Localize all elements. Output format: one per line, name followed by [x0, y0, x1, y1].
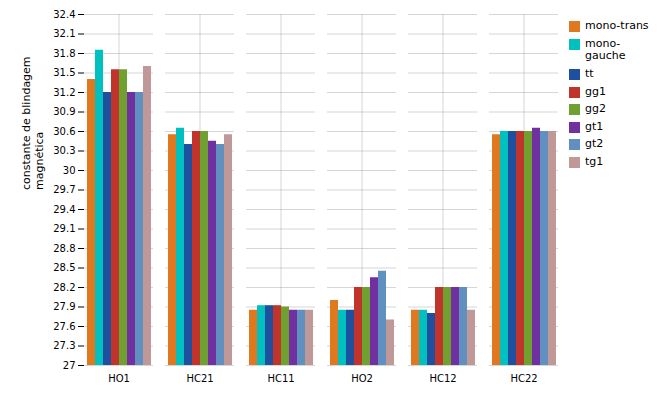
svg-text:30.3: 30.3	[53, 145, 75, 156]
svg-text:31.5: 31.5	[53, 67, 75, 78]
html-text:tt: tt	[585, 66, 594, 80]
svg-text:HO1: HO1	[108, 373, 130, 384]
svg-text:28.5: 28.5	[53, 262, 75, 273]
svg-text:29.7: 29.7	[53, 184, 75, 195]
svg-text:30.9: 30.9	[53, 106, 75, 117]
svg-text:31.8: 31.8	[53, 48, 75, 59]
svg-text:HO2: HO2	[351, 373, 373, 384]
html-text:gt1: gt1	[585, 119, 604, 133]
svg-text:HC12: HC12	[429, 373, 456, 384]
svg-text:HC21: HC21	[186, 373, 213, 384]
svg-text:28.2: 28.2	[53, 282, 75, 293]
svg-text:29.1: 29.1	[53, 223, 75, 234]
svg-text:HC22: HC22	[510, 373, 537, 384]
svg-text:27.3: 27.3	[53, 340, 75, 351]
html-text:tg1: tg1	[585, 155, 604, 169]
svg-text:27.6: 27.6	[53, 321, 75, 332]
html-text:mono- gauche: mono- gauche	[585, 36, 626, 63]
svg-text:29.4: 29.4	[53, 204, 75, 215]
svg-text:HC11: HC11	[267, 373, 294, 384]
svg-text:32.4: 32.4	[53, 9, 75, 20]
svg-text:constante de blindagemmagnétic: constante de blindagemmagnética	[20, 56, 46, 190]
svg-text:30.6: 30.6	[53, 126, 75, 137]
html-text:gg2: gg2	[585, 102, 606, 116]
html-text:gt2: gt2	[585, 137, 604, 151]
svg-text:32.1: 32.1	[53, 28, 75, 39]
svg-text:30: 30	[63, 165, 76, 176]
svg-text:27: 27	[63, 360, 76, 371]
svg-text:27.9: 27.9	[53, 301, 75, 312]
svg-text:31.2: 31.2	[53, 87, 75, 98]
html-text:gg1: gg1	[585, 84, 606, 98]
svg-text:28.8: 28.8	[53, 243, 75, 254]
html-text:mono-trans: mono-trans	[585, 19, 649, 32]
